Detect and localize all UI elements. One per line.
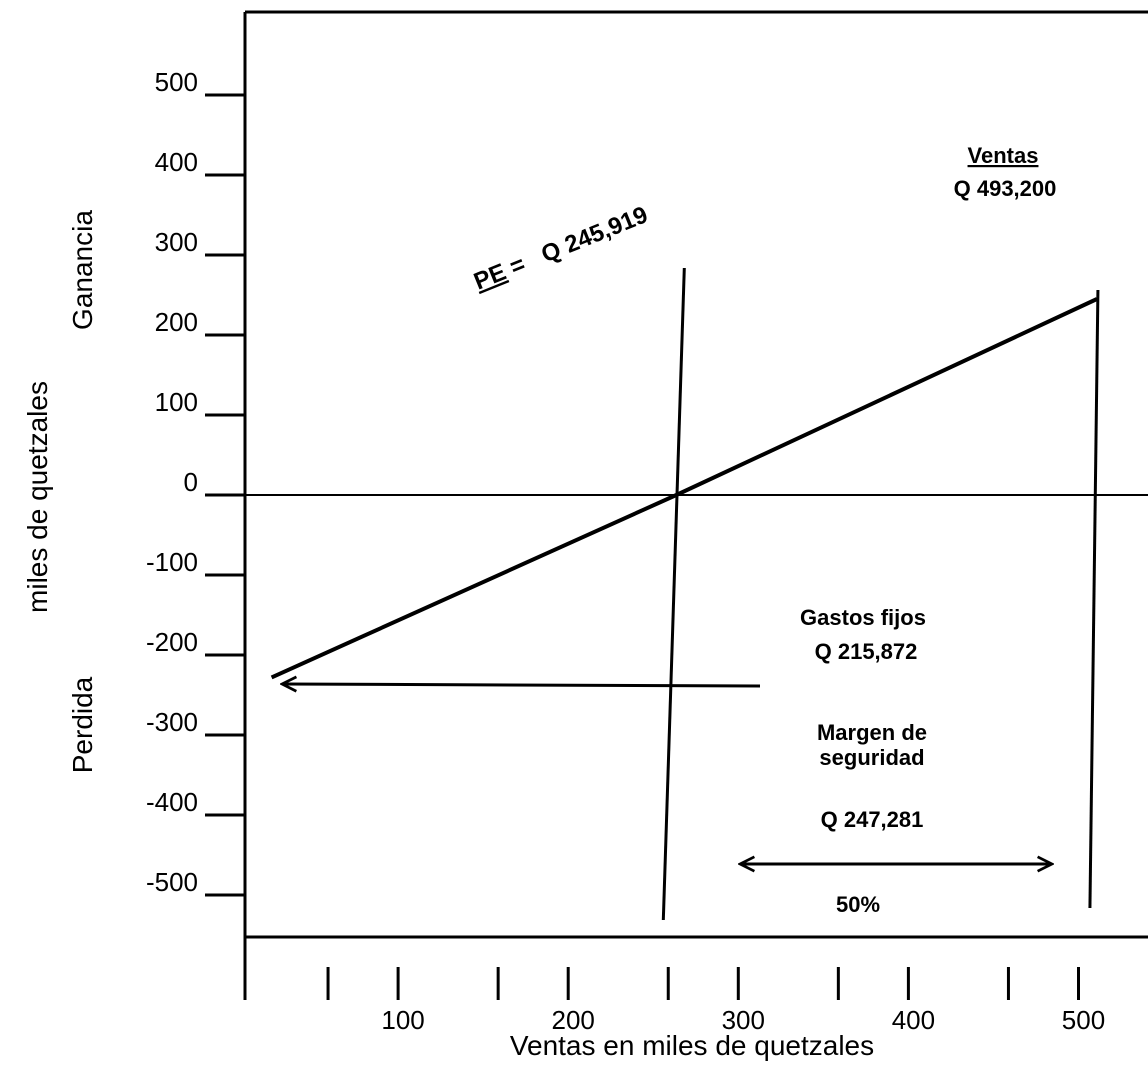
annotation-margen-line1: Margen de: [817, 720, 927, 745]
y-tick-label: -500: [146, 867, 198, 897]
y-tick-label: 400: [155, 147, 198, 177]
y-tick-label: 0: [184, 467, 198, 497]
y-tick-label: -200: [146, 627, 198, 657]
y-axis-title: miles de quetzales: [22, 381, 53, 613]
y-tick-label: 200: [155, 307, 198, 337]
y-axis-ticks: 500 400 300 200 100 0 -100 -200 -300 -400 -500: [146, 67, 245, 897]
x-tick-label: 400: [892, 1005, 935, 1035]
y-tick-label: -400: [146, 787, 198, 817]
x-axis-ticks: 100 200 300 400 500: [326, 967, 1105, 1035]
y-axis-label-bottom: Perdida: [67, 676, 98, 773]
annotation-gastos-title: Gastos fijos: [800, 605, 926, 630]
x-tick-label: 200: [552, 1005, 595, 1035]
x-tick-label: 300: [722, 1005, 765, 1035]
x-axis-title: Ventas en miles de quetzales: [510, 1030, 874, 1061]
x-tick-label: 500: [1062, 1005, 1105, 1035]
y-tick-label: 500: [155, 67, 198, 97]
annotation-gastos-value: Q 215,872: [815, 639, 918, 664]
y-tick-label: -100: [146, 547, 198, 577]
break-even-line: [661, 267, 686, 921]
annotation-ventas-value: Q 493,200: [954, 176, 1057, 201]
annotation-ventas-title: Ventas: [968, 143, 1039, 168]
annotation-pe-value: = Q 245,919: [506, 201, 652, 281]
sales-line: [1088, 289, 1100, 909]
y-tick-label: -300: [146, 707, 198, 737]
annotation-pe-prefix: PE: [470, 259, 510, 296]
x-tick-label: 100: [381, 1005, 424, 1035]
chart-marks: [270, 267, 1100, 921]
y-axis-label-top: Ganancia: [67, 210, 98, 330]
y-tick-label: 100: [155, 387, 198, 417]
annotation-margen-value: Q 247,281: [821, 807, 924, 832]
annotation-margen-line2: seguridad: [819, 745, 924, 770]
annotation-pe: PE = Q 245,919: [470, 201, 651, 295]
fixed-costs-arrow: [282, 684, 761, 686]
y-tick-label: 300: [155, 227, 198, 257]
annotation-margen-percent: 50%: [836, 892, 880, 917]
profit-line: [270, 297, 1098, 680]
